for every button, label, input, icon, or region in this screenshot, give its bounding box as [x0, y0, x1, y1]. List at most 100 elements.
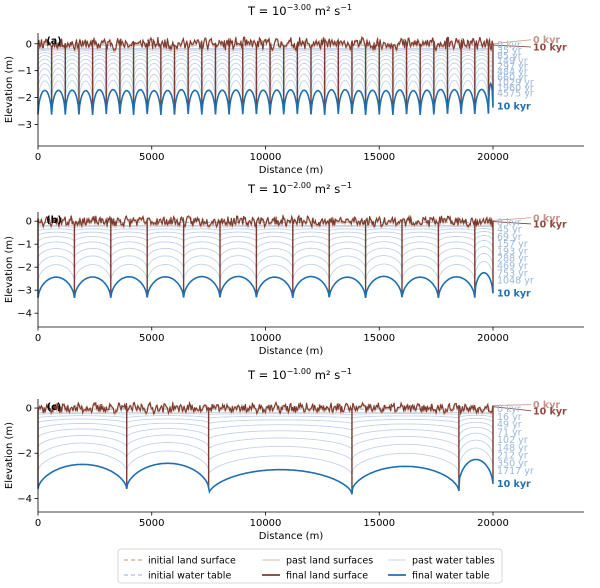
past-water-table-5: [37, 421, 494, 432]
water-time-label: 288 yr: [497, 254, 528, 265]
past-water-table-7: [37, 60, 494, 75]
water-final-label: 10 kyr: [497, 479, 531, 490]
y-tick-label: 0: [26, 39, 32, 50]
water-time-label: 0 kyr: [497, 40, 521, 51]
legend-label: past land surfaces: [286, 556, 373, 567]
water-time-label: 753 yr: [497, 268, 528, 279]
y-tick-label: 0: [26, 404, 32, 415]
y-axis-label: Elevation (m): [4, 56, 15, 123]
land-final-label: 10 kyr: [533, 219, 567, 230]
y-axis-label: Elevation (m): [4, 422, 15, 489]
legend-label: past water tables: [412, 556, 495, 567]
y-tick-label: −2: [17, 93, 32, 104]
x-tick-label: 20000: [477, 518, 509, 529]
x-tick-label: 5000: [139, 333, 164, 344]
water-time-label: 71 yr: [497, 427, 522, 438]
x-tick-label: 10000: [250, 518, 282, 529]
past-water-table-7: [37, 432, 494, 451]
past-water-table-8: [37, 64, 494, 81]
land-final-label: 10 kyr: [533, 42, 567, 53]
land-initial-label: 0 kyr: [533, 35, 560, 46]
x-tick-label: 15000: [363, 518, 395, 529]
water-final-label: 10 kyr: [497, 289, 531, 300]
panel-1: 0 5000 10000 15000 20000 0 −1 −2 −3 Distance (m) E…: [4, 3, 584, 176]
y-tick-label: −3: [17, 286, 32, 297]
water-time-label: 157 yr: [497, 239, 528, 250]
past-water-table-6: [37, 426, 494, 440]
x-tick-label: 10000: [250, 333, 282, 344]
past-water-table-9: [37, 68, 494, 90]
panel-title: T = 10−1.00 m² s−1: [247, 367, 352, 382]
legend-label: final water table: [412, 571, 490, 582]
y-tick-label: −3: [17, 120, 32, 131]
water-time-label: 0 kyr: [497, 404, 521, 415]
water-time-label: 102 yr: [497, 435, 528, 446]
land-label-connector: [492, 39, 532, 45]
x-tick-label: 10000: [250, 152, 282, 163]
x-tick-label: 15000: [363, 152, 395, 163]
final-land-surface: [37, 400, 494, 416]
panel-2: 0 5000 10000 15000 20000 0 −1 −2 −3 −4 Distance (m…: [4, 181, 584, 357]
y-tick-label: −4: [17, 309, 32, 320]
water-time-label: 149 yr: [497, 56, 528, 67]
past-water-table-3: [37, 414, 494, 419]
y-tick-label: −1: [17, 240, 32, 251]
water-time-label: 148 yr: [497, 443, 528, 454]
past-water-table-10: [37, 74, 494, 101]
land-label-connector: [492, 404, 532, 406]
final-water-table: [37, 271, 494, 299]
x-tick-label: 0: [35, 152, 41, 163]
past-water-table-8: [37, 252, 494, 271]
initial-land-surface: [37, 36, 494, 51]
water-time-label: 193 yr: [497, 246, 528, 257]
past-water-table-6: [37, 56, 494, 68]
land-label-connector: [492, 44, 532, 48]
panel-letter: (b): [46, 215, 61, 226]
final-land-surface: [37, 214, 494, 229]
past-water-table-4: [37, 231, 494, 236]
water-time-label: 49 yr: [497, 420, 522, 431]
panel-letter: (c): [47, 402, 61, 413]
x-axis-label: Distance (m): [259, 165, 324, 176]
final-water-table: [37, 81, 494, 115]
x-tick-label: 0: [35, 518, 41, 529]
land-label-connector: [492, 406, 532, 412]
panel-title: T = 10−3.00 m² s−1: [247, 3, 352, 18]
y-tick-label: −4: [17, 494, 32, 505]
past-water-table-7: [37, 245, 494, 260]
water-time-label: 660 yr: [497, 72, 528, 83]
legend-label: final land surface: [286, 571, 368, 582]
past-water-table-6: [37, 240, 494, 251]
past-water-table-3: [37, 228, 494, 232]
panel-letter: (a): [46, 36, 61, 47]
panel-title: T = 10−2.00 m² s−1: [247, 181, 352, 196]
past-water-table-9: [37, 447, 494, 477]
water-time-label: 69 yr: [497, 232, 522, 243]
y-tick-label: −2: [17, 263, 32, 274]
final-water-table: [37, 458, 494, 495]
land-label-connector: [492, 221, 532, 225]
y-tick-label: −2: [17, 449, 32, 460]
past-water-table-5: [37, 53, 494, 62]
water-time-label: 297 yr: [497, 62, 528, 73]
x-tick-label: 15000: [363, 333, 395, 344]
water-time-label: 212 yr: [497, 451, 528, 462]
water-time-label: 35 yr: [497, 45, 522, 56]
y-tick-label: 0: [26, 217, 32, 228]
water-time-label: 1717 yr: [497, 466, 534, 477]
legend-label: initial water table: [148, 571, 231, 582]
x-tick-label: 20000: [477, 152, 509, 163]
water-final-label: 10 kyr: [497, 101, 531, 112]
x-axis-label: Distance (m): [259, 531, 324, 542]
land-initial-label: 0 kyr: [533, 213, 560, 224]
x-tick-label: 5000: [139, 518, 164, 529]
x-axis-label: Distance (m): [259, 346, 324, 357]
panel-3: 0 5000 10000 15000 20000 0 −2 −4 Distance (m) Ele…: [4, 367, 584, 542]
y-tick-label: −1: [17, 66, 32, 77]
water-time-label: 484 yr: [497, 67, 528, 78]
final-land-surface: [37, 35, 494, 52]
water-time-label: 16 yr: [497, 412, 522, 423]
water-time-label: 469 yr: [497, 261, 528, 272]
past-water-table-8: [37, 439, 494, 463]
